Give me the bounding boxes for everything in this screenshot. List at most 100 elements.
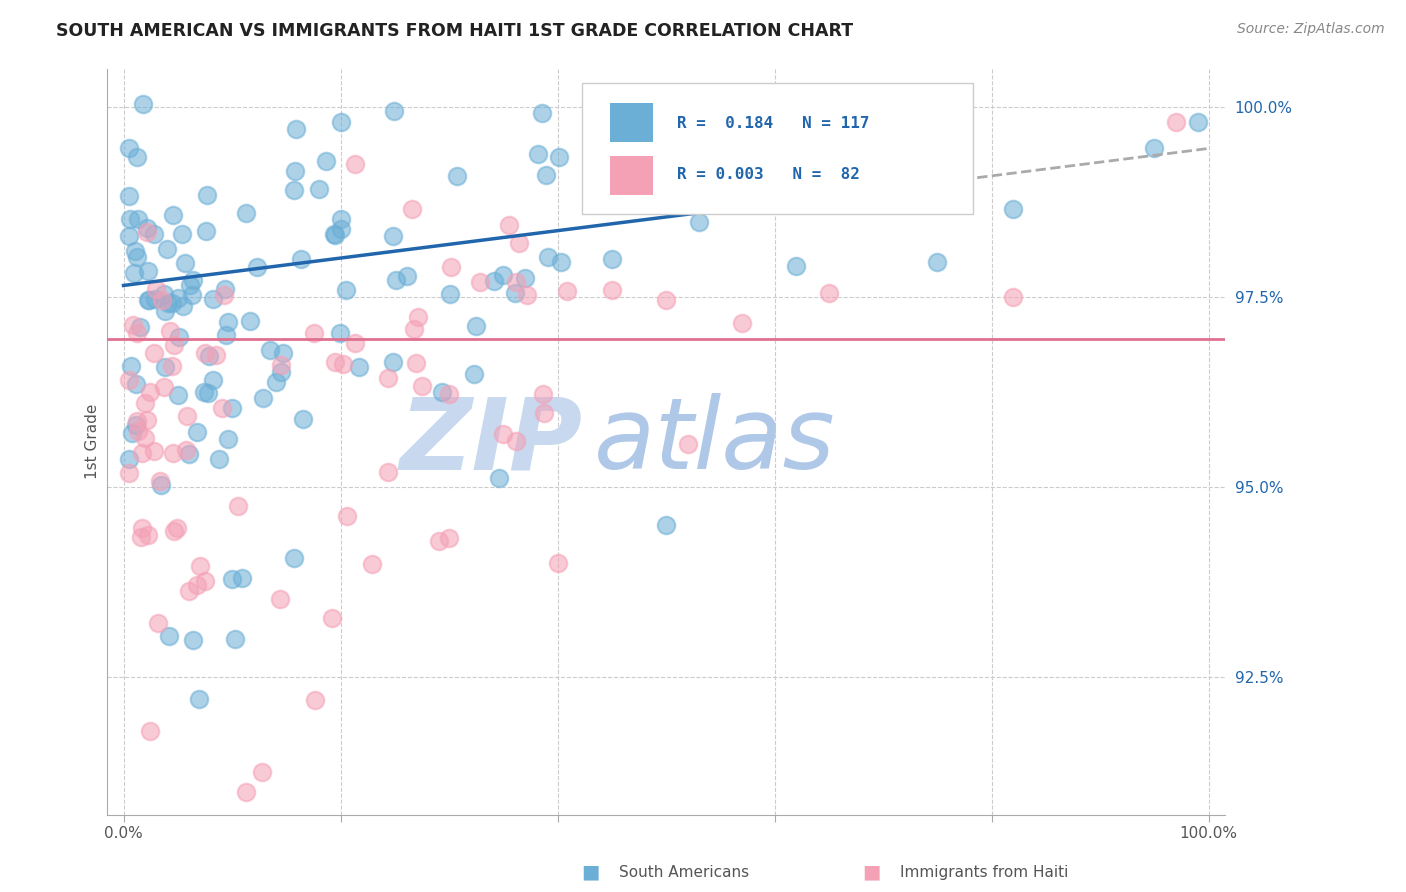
Point	[194, 224, 217, 238]
Point	[401, 202, 423, 216]
Point	[214, 282, 236, 296]
Point	[202, 373, 225, 387]
Point	[235, 205, 257, 219]
Point	[224, 632, 246, 647]
Point	[193, 384, 215, 399]
Point	[127, 212, 149, 227]
Point	[177, 447, 200, 461]
Point	[181, 287, 204, 301]
Point	[516, 288, 538, 302]
Point	[323, 228, 346, 243]
Text: Immigrants from Haiti: Immigrants from Haiti	[900, 865, 1069, 880]
Point	[655, 518, 678, 533]
Point	[143, 444, 166, 458]
Point	[235, 785, 257, 799]
Point	[817, 285, 839, 300]
Point	[131, 446, 153, 460]
Point	[202, 293, 225, 307]
Point	[688, 215, 710, 229]
Point	[321, 611, 343, 625]
Point	[167, 388, 190, 402]
Point	[513, 271, 536, 285]
Point	[138, 293, 160, 308]
Point	[548, 150, 571, 164]
Point	[250, 765, 273, 780]
Point	[134, 431, 156, 445]
Point	[120, 211, 142, 226]
Point	[1002, 290, 1025, 304]
Point	[302, 326, 325, 340]
Point	[676, 192, 699, 206]
Point	[492, 268, 515, 283]
Point	[411, 379, 433, 393]
Point	[221, 401, 243, 415]
Point	[330, 115, 353, 129]
Point	[329, 211, 352, 226]
Point	[1164, 115, 1187, 129]
Text: SOUTH AMERICAN VS IMMIGRANTS FROM HAITI 1ST GRADE CORRELATION CHART: SOUTH AMERICAN VS IMMIGRANTS FROM HAITI …	[56, 22, 853, 40]
Point	[186, 425, 208, 440]
Point	[217, 432, 239, 446]
Point	[159, 324, 181, 338]
Point	[405, 356, 427, 370]
Point	[166, 521, 188, 535]
Point	[125, 376, 148, 391]
Point	[228, 499, 250, 513]
Point	[468, 275, 491, 289]
Point	[488, 471, 510, 485]
Point	[271, 346, 294, 360]
Point	[197, 350, 219, 364]
Point	[131, 521, 153, 535]
Point	[323, 355, 346, 369]
Point	[427, 534, 450, 549]
Point	[125, 250, 148, 264]
Point	[633, 139, 655, 153]
Point	[127, 424, 149, 438]
Point	[152, 287, 174, 301]
Point	[162, 208, 184, 222]
Point	[146, 615, 169, 630]
Point	[150, 293, 173, 308]
Point	[149, 475, 172, 489]
Point	[531, 387, 554, 401]
Point	[731, 179, 754, 194]
Point	[135, 412, 157, 426]
Point	[125, 326, 148, 340]
Point	[181, 273, 204, 287]
Point	[332, 357, 354, 371]
Point	[252, 391, 274, 405]
Point	[181, 633, 204, 648]
Point	[118, 451, 141, 466]
Point	[344, 156, 367, 170]
Point	[163, 524, 186, 538]
Point	[439, 287, 461, 301]
Point	[163, 338, 186, 352]
Point	[156, 242, 179, 256]
Point	[211, 401, 233, 416]
Point	[177, 584, 200, 599]
Point	[138, 384, 160, 399]
Point	[290, 252, 312, 266]
Point	[270, 365, 292, 379]
Point	[121, 426, 143, 441]
Point	[482, 275, 505, 289]
Point	[132, 97, 155, 112]
Point	[404, 322, 426, 336]
Point	[197, 385, 219, 400]
Bar	[610, 156, 652, 195]
Point	[304, 692, 326, 706]
Point	[172, 227, 194, 241]
Point	[335, 283, 357, 297]
Point	[145, 282, 167, 296]
Point	[142, 345, 165, 359]
Point	[377, 371, 399, 385]
Point	[505, 434, 527, 448]
Point	[125, 417, 148, 432]
Point	[555, 284, 578, 298]
Point	[179, 278, 201, 293]
Point	[292, 412, 315, 426]
Point	[162, 446, 184, 460]
Point	[136, 264, 159, 278]
Point	[162, 359, 184, 374]
Text: atlas: atlas	[593, 393, 835, 490]
